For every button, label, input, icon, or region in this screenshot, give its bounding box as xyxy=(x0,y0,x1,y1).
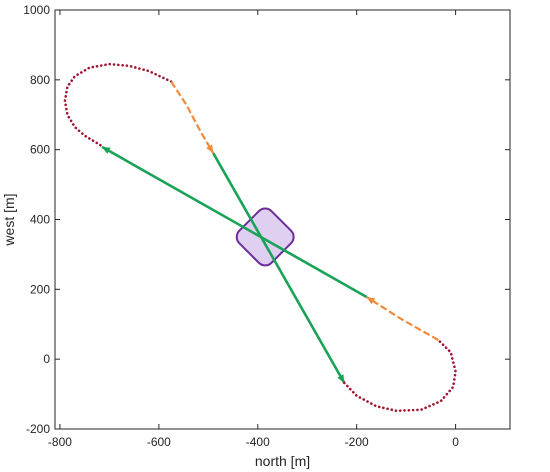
series-line-6 xyxy=(101,145,368,299)
series-line-2 xyxy=(170,80,215,154)
x-tick-label: -600 xyxy=(147,435,171,449)
x-tick-label: 0 xyxy=(452,435,459,449)
y-tick-label: 400 xyxy=(30,213,50,227)
axis-frame xyxy=(54,9,511,430)
y-tick-label: 0 xyxy=(43,352,50,366)
y-tick-label: 800 xyxy=(30,73,50,87)
axes: -800 -600 -400 -200 0 -200 0 200 400 600 800 1000 xyxy=(23,3,511,449)
y-axis-label: west [m] xyxy=(1,193,17,246)
y-tick-label: 1000 xyxy=(23,3,50,17)
series-line-1 xyxy=(63,62,173,148)
x-axis-label: north [m] xyxy=(255,453,310,469)
x-tick-label: -200 xyxy=(345,435,369,449)
series-line-4 xyxy=(342,338,457,413)
series-arrowhead-5 xyxy=(366,297,376,305)
x-tick-label: -400 xyxy=(246,435,270,449)
series-line-5 xyxy=(366,296,439,341)
y-tick-label: 200 xyxy=(30,282,50,296)
series-arrowhead-2 xyxy=(206,144,214,154)
y-tick-label: 600 xyxy=(30,143,50,157)
region-marker xyxy=(235,207,295,267)
series-arrowhead-6 xyxy=(101,146,111,154)
x-tick-label: -800 xyxy=(48,435,72,449)
y-tick-label: -200 xyxy=(26,422,50,436)
series-arrowhead-3 xyxy=(337,374,345,383)
plot-area xyxy=(63,62,457,413)
series-line-3 xyxy=(212,152,346,384)
